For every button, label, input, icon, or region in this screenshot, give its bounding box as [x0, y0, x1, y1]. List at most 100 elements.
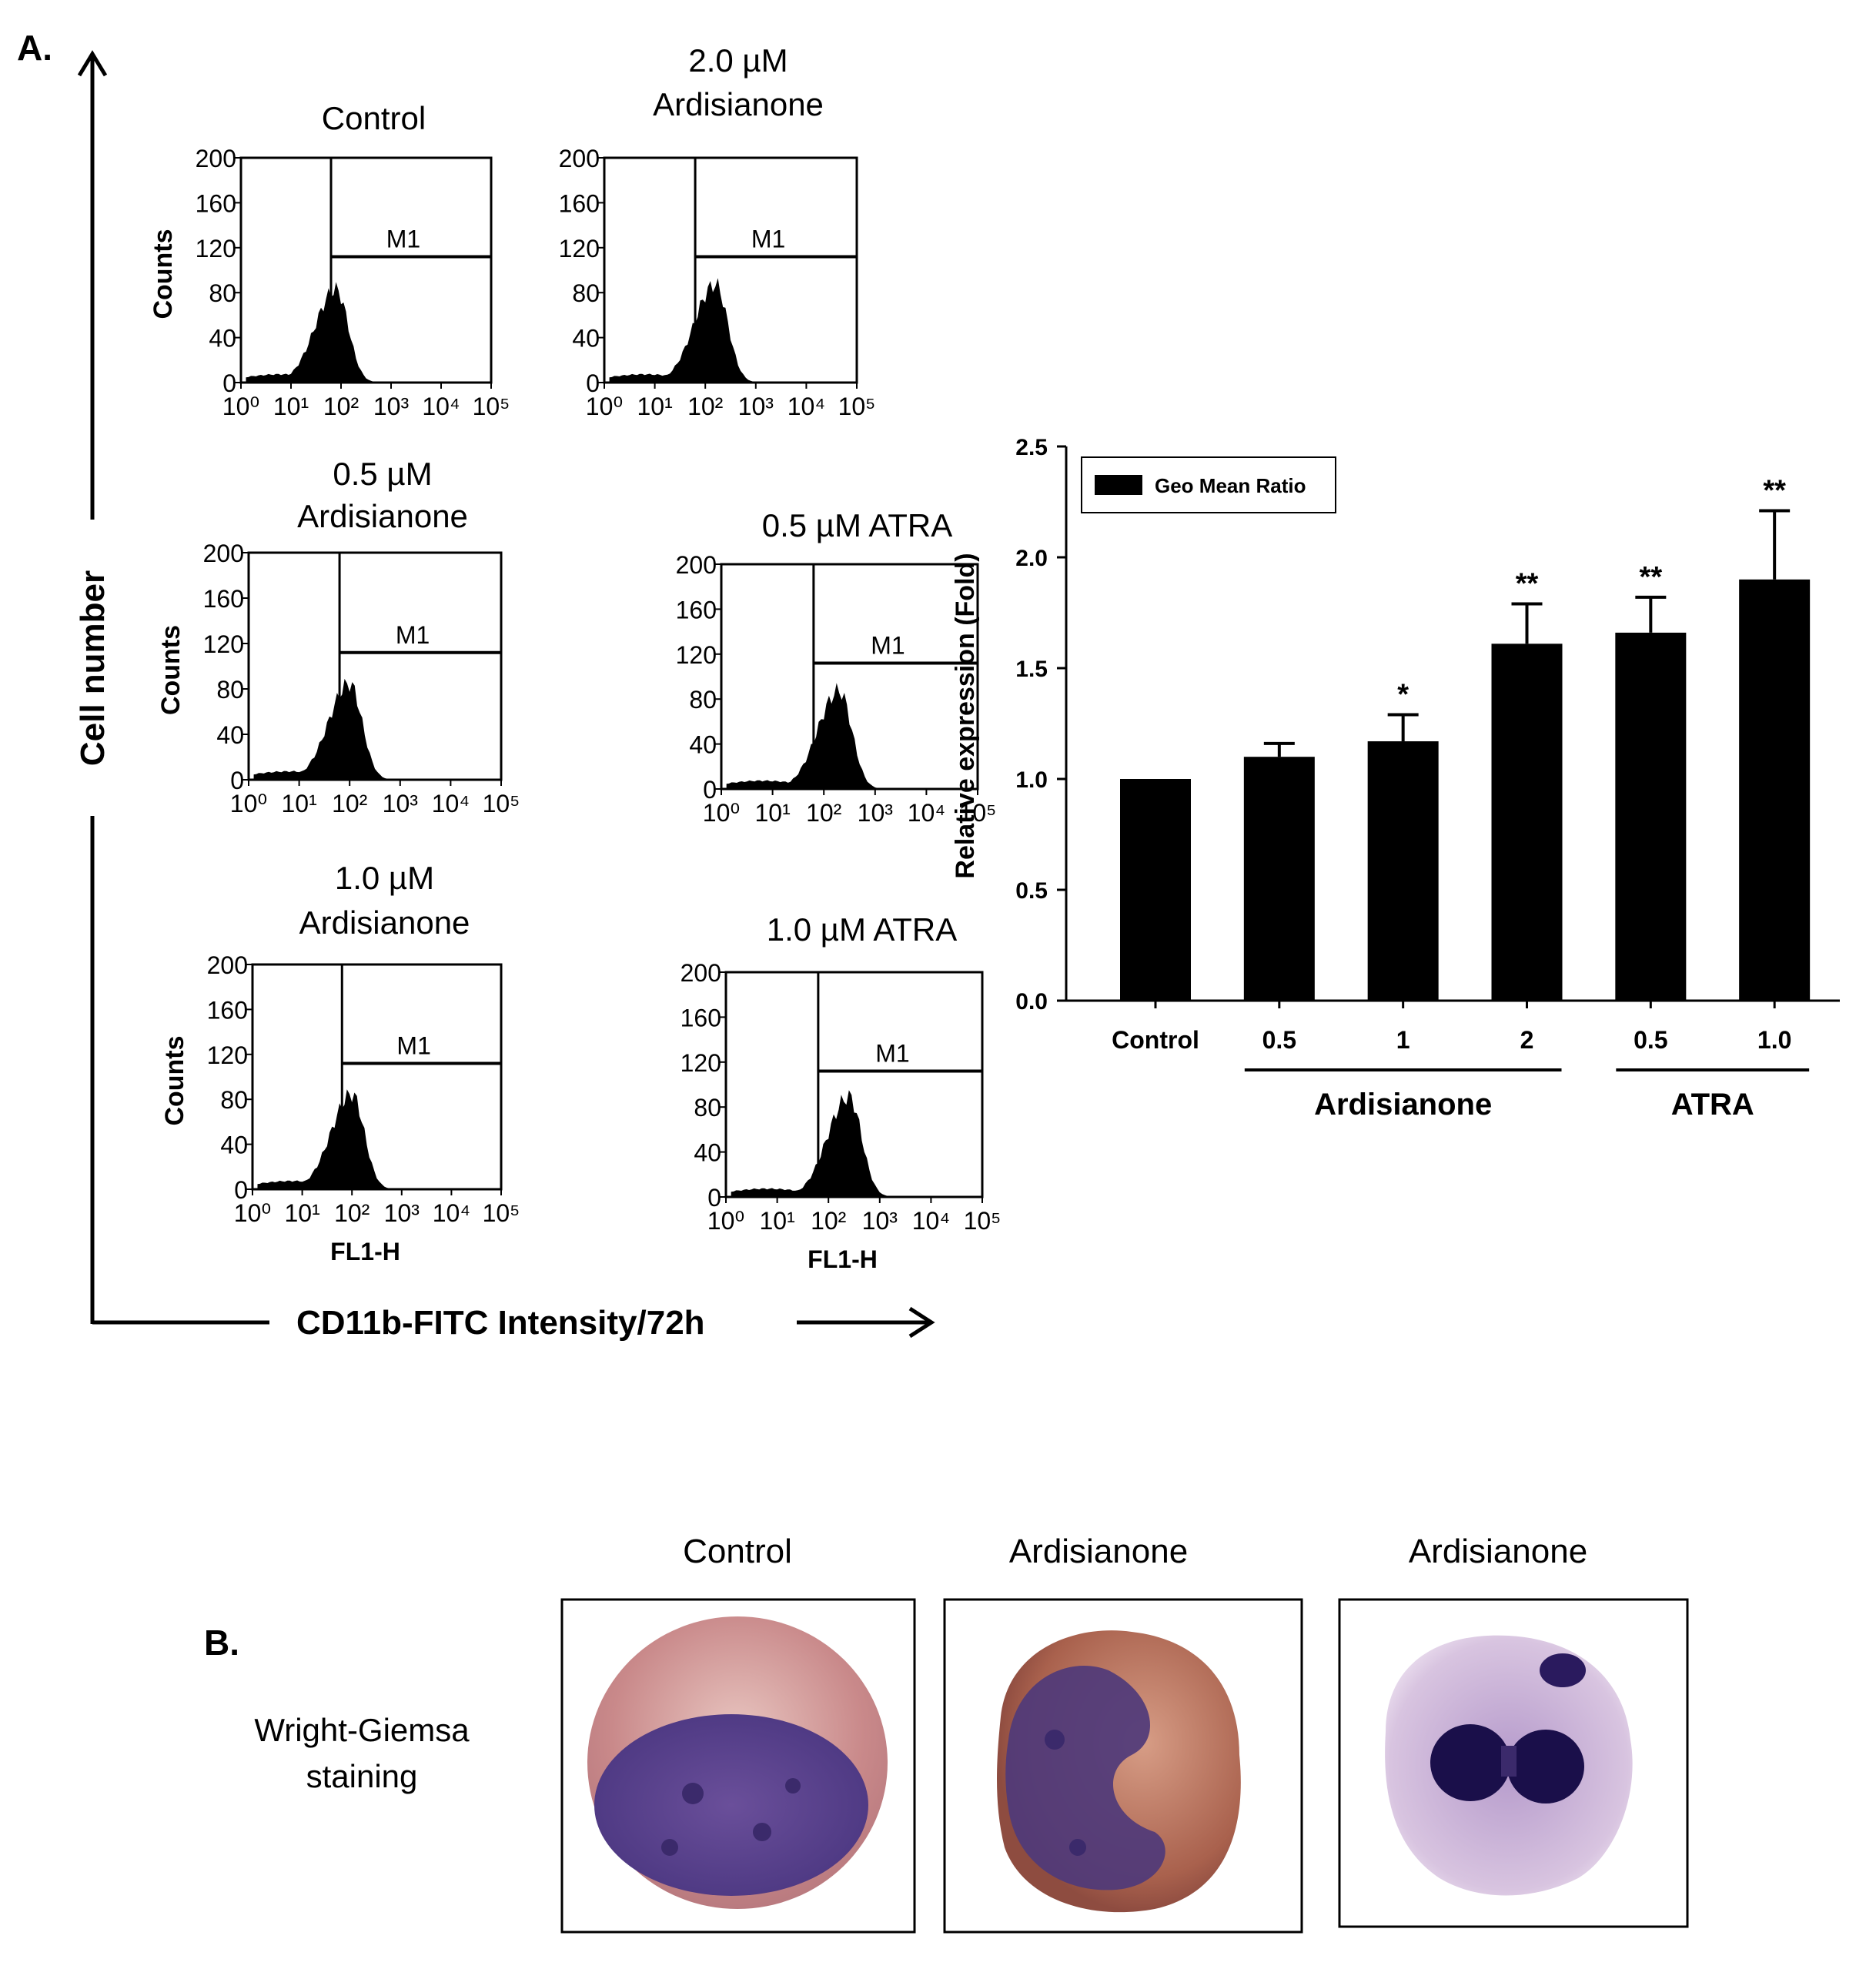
x-tick-label: 10⁰ — [234, 1199, 271, 1227]
histogram-3: 0.5 µM Ardisianone M1 0 40 80 120 160 200 10⁰ 10¹ 1… — [156, 456, 520, 817]
bar-chart-x-tick-label: 0.5 — [1634, 1026, 1667, 1054]
x-tick-label: 10⁴ — [912, 1207, 950, 1235]
image-title-ardisianone-1: Ardisianone — [1009, 1533, 1188, 1570]
cell-nucleus-lobe — [1540, 1653, 1586, 1687]
bar-chart-y-label: Relative expression (Fold) — [951, 553, 980, 878]
histogram-1: Control M1 0 40 80 120 160 200 10⁰ 10¹ 10² 10³ 10⁴ 10… — [149, 100, 510, 420]
nucleus-spot — [753, 1823, 771, 1841]
histogram-title: Control — [322, 100, 426, 136]
x-tick-label: 10⁴ — [422, 393, 460, 420]
counts-label: Counts — [156, 625, 186, 715]
bar-chart-legend: Geo Mean Ratio — [1081, 456, 1336, 513]
significance-marker: ** — [1640, 561, 1663, 593]
cell-nucleus-lobe — [1507, 1730, 1584, 1803]
y-tick-label: 80 — [689, 686, 717, 714]
y-tick-label: 0 — [703, 776, 717, 804]
nucleus-spot — [785, 1778, 801, 1793]
x-tick-label: 10⁵ — [964, 1207, 1002, 1235]
bar-4 — [1491, 644, 1563, 1001]
x-tick-label: 10¹ — [284, 1199, 319, 1227]
gate-m1-label: M1 — [871, 631, 905, 659]
x-tick-label: 10¹ — [637, 393, 672, 420]
x-tick-label: 10⁰ — [230, 790, 267, 817]
row-label-line-1: Wright-Giemsa — [254, 1712, 470, 1748]
y-tick-label: 40 — [209, 325, 236, 353]
bar-2 — [1243, 757, 1315, 1001]
y-tick-label: 200 — [196, 145, 236, 172]
gate-m1-label: M1 — [751, 225, 785, 252]
x-tick-label: 10² — [811, 1207, 847, 1235]
x-tick-label: 10³ — [862, 1207, 898, 1235]
y-tick-label: 80 — [572, 279, 600, 307]
histogram-frame — [247, 551, 503, 781]
x-tick-label: 10⁵ — [838, 393, 876, 420]
x-tick-label: 10² — [323, 393, 359, 420]
panel-a-label: A. — [17, 28, 52, 68]
bar-chart-x-tick-label: 0.5 — [1262, 1026, 1296, 1054]
bar-chart-x-tick-label: 1 — [1396, 1026, 1410, 1054]
bar-chart-marks: 0.0 0.5 1.0 1.5 2.0 2.5 Control 0.5 * 1 ** 2 ** 0.5 **… — [1015, 435, 1811, 1122]
histogram-frame — [720, 563, 979, 791]
histogram-distribution — [726, 683, 886, 789]
x-tick-label: 10³ — [373, 393, 410, 420]
x-tick-label: 10³ — [738, 393, 774, 420]
legend-swatch — [1095, 475, 1142, 495]
histogram-distribution — [731, 1090, 891, 1197]
histogram-6: 1.0 µM ATRA M1 0 40 80 120 160 200 10⁰ 10¹ 10² 10³ 1… — [681, 911, 1002, 1273]
x-tick-label: 10³ — [383, 790, 419, 817]
x-tick-label: 10⁴ — [908, 799, 945, 827]
x-tick-label: 10² — [687, 393, 724, 420]
histogram-distribution — [246, 282, 401, 383]
cell-nucleus-control — [594, 1714, 868, 1896]
y-tick-label: 160 — [203, 585, 244, 613]
bar-5 — [1615, 632, 1687, 1001]
nucleus-spot — [1045, 1730, 1065, 1750]
histogram-title: 0.5 µM — [333, 456, 432, 492]
y-tick-label: 160 — [681, 1004, 721, 1031]
x-tick-label: 10⁴ — [788, 393, 825, 420]
gate-m1-label: M1 — [386, 225, 420, 252]
counts-label: Counts — [149, 229, 178, 319]
legend-label: Geo Mean Ratio — [1155, 474, 1306, 497]
y-tick-label: 40 — [572, 325, 600, 353]
y-tick-label: 160 — [207, 996, 248, 1024]
histogram-title: 2.0 µM — [688, 42, 788, 79]
y-tick-label: 120 — [681, 1049, 721, 1077]
x-tick-label: 10⁰ — [222, 393, 259, 420]
histogram-title: Ardisianone — [653, 86, 824, 122]
y-tick-label: 160 — [676, 596, 717, 623]
cell-nucleus-ardisianone-1 — [1005, 1666, 1165, 1890]
y-tick-label: 40 — [216, 721, 244, 749]
y-tick-label: 80 — [220, 1086, 248, 1114]
x-tick-label: 10² — [806, 799, 842, 827]
y-tick-label: 200 — [681, 959, 721, 987]
y-tick-label: 200 — [207, 951, 248, 979]
bar-6 — [1739, 579, 1811, 1001]
image-title-control: Control — [683, 1533, 792, 1570]
row-label-line-2: staining — [306, 1758, 418, 1794]
y-tick-label: 40 — [220, 1132, 248, 1159]
nucleus-spot — [661, 1839, 678, 1856]
y-tick-label: 200 — [559, 145, 600, 172]
x-tick-label: 10⁰ — [703, 799, 740, 827]
histogram-title: 1.0 µM ATRA — [767, 911, 958, 948]
y-tick-label: 160 — [196, 189, 236, 217]
x-tick-label: 10⁰ — [586, 393, 623, 420]
nucleus-bridge — [1501, 1746, 1517, 1777]
y-tick-label: 0 — [222, 369, 236, 397]
x-tick-label: 10⁴ — [433, 1199, 470, 1227]
histogram-title: Ardisianone — [299, 904, 470, 941]
x-tick-label: 10¹ — [281, 790, 316, 817]
y-axis-label: Cell number — [74, 570, 112, 766]
x-tick-label: 10¹ — [759, 1207, 794, 1235]
x-tick-label: 10⁵ — [483, 790, 520, 817]
bar-chart-x-tick-label: 2 — [1520, 1026, 1534, 1054]
y-arrow-head — [77, 50, 108, 77]
bar-chart: Relative expression (Fold) Geo Mean Rati… — [951, 435, 1840, 1122]
bar-chart-y-tick-label: 1.0 — [1015, 767, 1048, 793]
x-tick-label: 10¹ — [273, 393, 309, 420]
histogram-distribution — [257, 1089, 412, 1189]
histogram-title: Ardisianone — [297, 498, 468, 534]
y-tick-label: 120 — [203, 630, 244, 658]
x-tick-label: 10² — [334, 1199, 370, 1227]
